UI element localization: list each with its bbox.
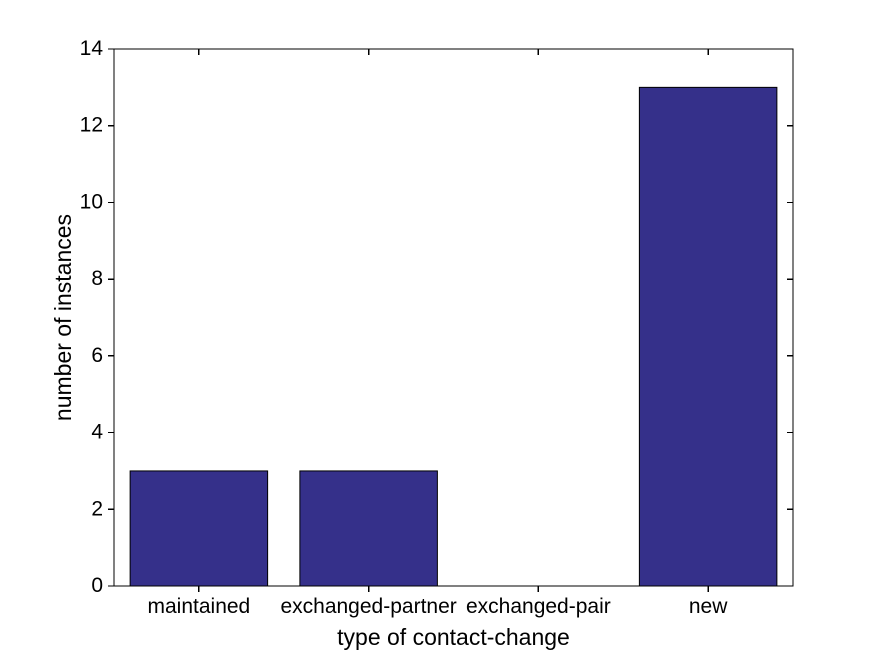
svg-text:2: 2	[91, 497, 103, 520]
svg-text:14: 14	[80, 37, 104, 60]
svg-text:number of instances: number of instances	[50, 214, 76, 421]
svg-text:type of contact-change: type of contact-change	[337, 624, 570, 650]
svg-text:exchanged-partner: exchanged-partner	[280, 595, 456, 618]
svg-text:6: 6	[91, 344, 103, 367]
svg-text:0: 0	[91, 574, 103, 597]
svg-text:maintained: maintained	[148, 595, 251, 618]
svg-text:8: 8	[91, 267, 103, 290]
svg-text:exchanged-pair: exchanged-pair	[466, 595, 611, 618]
svg-text:new: new	[689, 595, 728, 618]
svg-text:12: 12	[80, 114, 103, 137]
svg-text:4: 4	[91, 421, 103, 444]
svg-text:10: 10	[80, 190, 103, 213]
